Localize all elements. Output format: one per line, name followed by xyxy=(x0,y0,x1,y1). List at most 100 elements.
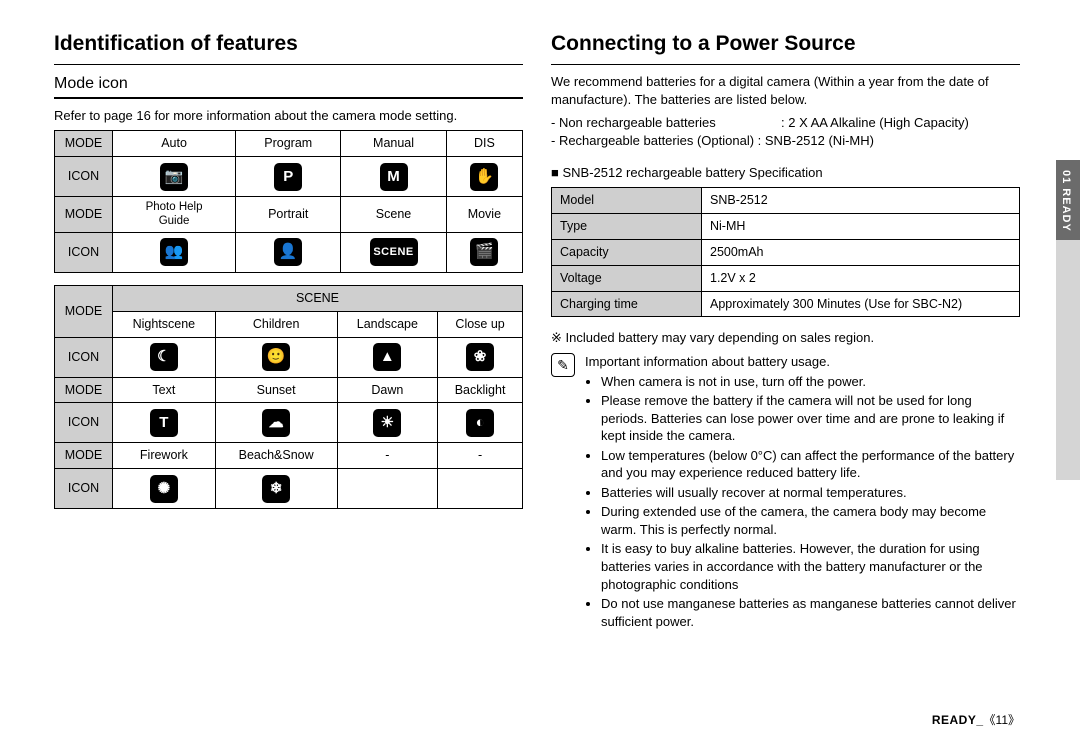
mode-table-1: MODEAutoProgramManualDISICON📷PM✋MODEPhot… xyxy=(54,130,523,272)
text: : 2 X AA Alkaline (High Capacity) xyxy=(781,114,969,132)
icon-cell: M xyxy=(341,157,446,197)
table-cell: Type xyxy=(552,213,702,239)
table-cell: Sunset xyxy=(215,377,337,403)
spec-title: ■ SNB-2512 rechargeable battery Specific… xyxy=(551,164,1020,182)
mode-icon: 👥 xyxy=(160,238,188,266)
mode-icon: ▲ xyxy=(373,343,401,371)
table-cell: 1.2V x 2 xyxy=(702,265,1020,291)
row-header: ICON xyxy=(55,469,113,509)
row-header: ICON xyxy=(55,232,113,272)
table-cell: Nightscene xyxy=(113,311,216,337)
table-cell: - xyxy=(438,443,523,469)
row-header: MODE xyxy=(55,131,113,157)
row-header: ICON xyxy=(55,403,113,443)
table-cell: DIS xyxy=(446,131,522,157)
region-note: ※ Included battery may vary depending on… xyxy=(551,329,1020,347)
table-cell: Ni-MH xyxy=(702,213,1020,239)
icon-cell: SCENE xyxy=(341,232,446,272)
page-number: 《11》 xyxy=(984,713,1020,727)
icon-cell: ❀ xyxy=(438,337,523,377)
side-tab: 01 READY xyxy=(1056,160,1080,480)
right-column: Connecting to a Power Source We recommen… xyxy=(551,30,1036,726)
table-cell: Scene xyxy=(341,197,446,232)
page-footer: READY_《11》 xyxy=(932,712,1020,728)
list-item: Batteries will usually recover at normal… xyxy=(601,484,1020,502)
text: SNB-2512 rechargeable battery Specificat… xyxy=(562,165,822,180)
icon-cell: 📷 xyxy=(113,157,236,197)
table-cell: SNB-2512 xyxy=(702,188,1020,214)
left-heading: Identification of features xyxy=(54,30,523,58)
table-cell: Photo HelpGuide xyxy=(113,197,236,232)
battery-line-1: - Non rechargeable batteries : 2 X AA Al… xyxy=(551,114,1020,132)
row-header: MODE xyxy=(55,197,113,232)
row-header: MODE xyxy=(55,377,113,403)
icon-cell: ☀ xyxy=(337,403,438,443)
mode-icon: ❄ xyxy=(262,475,290,503)
icon-cell: ☾ xyxy=(113,337,216,377)
table-cell: Backlight xyxy=(438,377,523,403)
table-cell: Approximately 300 Minutes (Use for SBC-N… xyxy=(702,291,1020,317)
row-header: MODE xyxy=(55,285,113,337)
table-cell: Firework xyxy=(113,443,216,469)
footer-label: READY_ xyxy=(932,713,984,727)
table-cell: Model xyxy=(552,188,702,214)
table-cell: Landscape xyxy=(337,311,438,337)
mode-icon: P xyxy=(274,163,302,191)
icon-cell: P xyxy=(236,157,341,197)
mode-icon: M xyxy=(380,163,408,191)
rule xyxy=(54,97,523,99)
table-cell: Auto xyxy=(113,131,236,157)
important-note: ✎ Important information about battery us… xyxy=(551,353,1020,632)
table-cell: Children xyxy=(215,311,337,337)
text: - Non rechargeable batteries xyxy=(551,114,781,132)
icon-cell: T xyxy=(113,403,216,443)
table-cell: Portrait xyxy=(236,197,341,232)
table-cell: Program xyxy=(236,131,341,157)
side-tab-label: 01 READY xyxy=(1058,170,1073,232)
table-cell: - xyxy=(337,443,438,469)
icon-cell xyxy=(337,469,438,509)
list-item: Please remove the battery if the camera … xyxy=(601,392,1020,445)
mode-icon: 👤 xyxy=(274,238,302,266)
page: Identification of features Mode icon Ref… xyxy=(0,0,1080,746)
icon-cell: 🙂 xyxy=(215,337,337,377)
scene-header: SCENE xyxy=(113,285,523,311)
table-cell: Beach&Snow xyxy=(215,443,337,469)
left-column: Identification of features Mode icon Ref… xyxy=(54,30,523,726)
list-item: During extended use of the camera, the c… xyxy=(601,503,1020,538)
list-item: It is easy to buy alkaline batteries. Ho… xyxy=(601,540,1020,593)
row-header: ICON xyxy=(55,337,113,377)
icon-cell: ✋ xyxy=(446,157,522,197)
left-subheading: Mode icon xyxy=(54,73,523,95)
table-cell: Voltage xyxy=(552,265,702,291)
spec-table: ModelSNB-2512TypeNi-MHCapacity2500mAhVol… xyxy=(551,187,1020,317)
table-cell: Manual xyxy=(341,131,446,157)
rule xyxy=(551,64,1020,65)
important-title: Important information about battery usag… xyxy=(585,353,1020,371)
icon-cell: ◐ xyxy=(438,403,523,443)
table-cell: Close up xyxy=(438,311,523,337)
table-cell: Movie xyxy=(446,197,522,232)
mode-icon: ❀ xyxy=(466,343,494,371)
icon-cell: 👥 xyxy=(113,232,236,272)
row-header: ICON xyxy=(55,157,113,197)
mode-icon: ☁ xyxy=(262,409,290,437)
table-cell: Capacity xyxy=(552,239,702,265)
row-header: MODE xyxy=(55,443,113,469)
icon-cell: ☁ xyxy=(215,403,337,443)
mode-icon: ✋ xyxy=(470,163,498,191)
mode-icon: ◐ xyxy=(466,409,494,437)
mode-icon: 🎬 xyxy=(470,238,498,266)
icon-cell: ✺ xyxy=(113,469,216,509)
table-cell: Dawn xyxy=(337,377,438,403)
mode-table-2: MODESCENENightsceneChildrenLandscapeClos… xyxy=(54,285,523,510)
icon-cell: 👤 xyxy=(236,232,341,272)
right-heading: Connecting to a Power Source xyxy=(551,30,1020,58)
icon-cell: ▲ xyxy=(337,337,438,377)
icon-cell xyxy=(438,469,523,509)
list-item: When camera is not in use, turn off the … xyxy=(601,373,1020,391)
right-p1: We recommend batteries for a digital cam… xyxy=(551,73,1020,108)
mode-icon: T xyxy=(150,409,178,437)
mode-icon: 🙂 xyxy=(262,343,290,371)
square-bullet-icon: ■ xyxy=(551,165,562,180)
